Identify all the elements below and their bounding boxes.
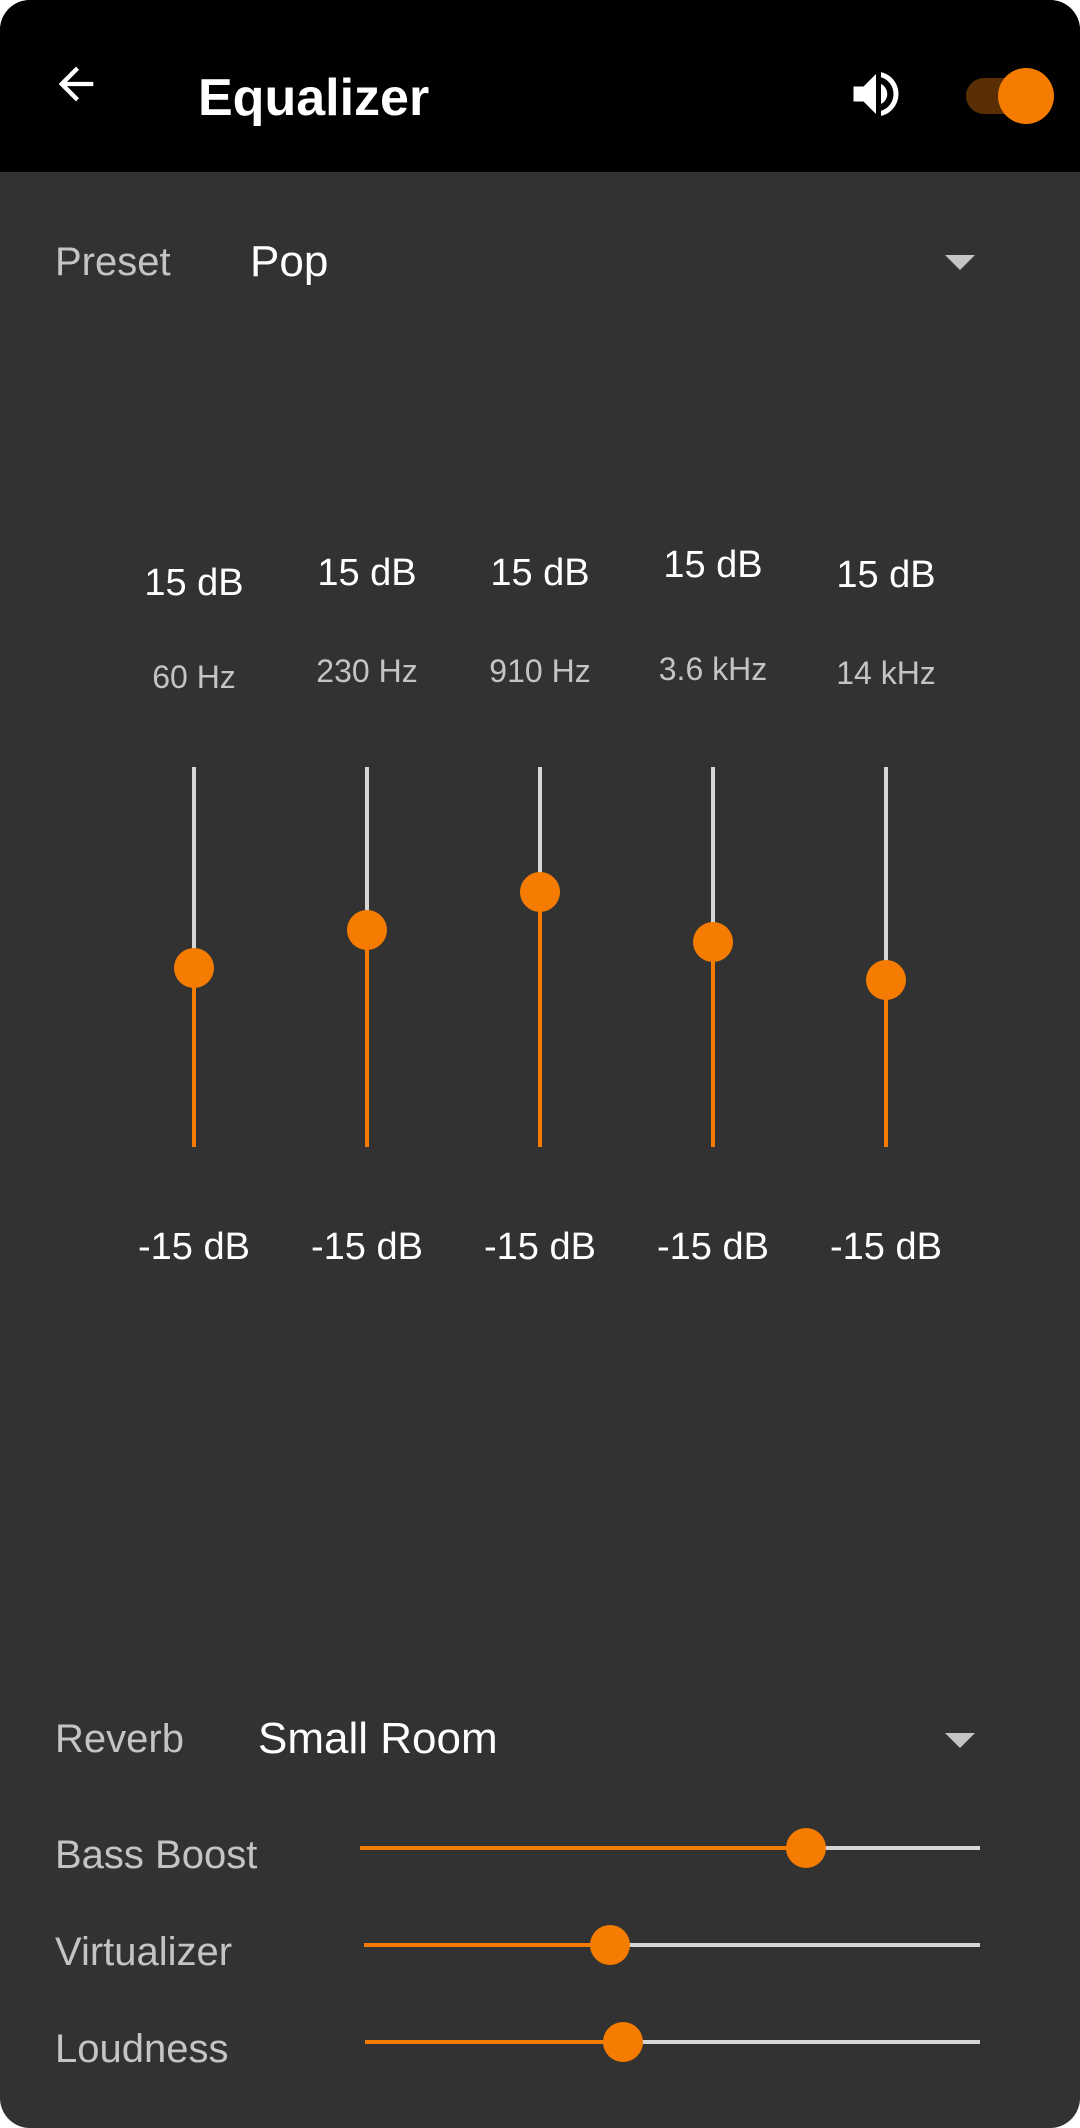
- app-bar: Equalizer: [0, 0, 1080, 172]
- reverb-label: Reverb: [55, 1717, 184, 1761]
- volume-button[interactable]: [840, 60, 912, 132]
- chevron-down-icon: [945, 255, 975, 270]
- page-title: Equalizer: [198, 69, 430, 127]
- band-min-label: -15 dB: [830, 1226, 942, 1268]
- band-60hz: 15 dB 60 Hz -15 dB: [114, 535, 274, 1295]
- slider-thumb[interactable]: [590, 1925, 631, 1965]
- loudness-slider[interactable]: [365, 2020, 980, 2064]
- slider-fill: [365, 2040, 624, 2044]
- band-min-label: -15 dB: [657, 1226, 769, 1268]
- band-slider[interactable]: [345, 767, 389, 1147]
- virtualizer-slider[interactable]: [364, 1923, 980, 1967]
- slider-fill: [360, 1846, 807, 1850]
- band-frequency-label: 3.6 kHz: [658, 651, 768, 687]
- band-slider[interactable]: [864, 767, 908, 1147]
- slider-thumb[interactable]: [347, 910, 387, 951]
- preset-value: Pop: [250, 237, 329, 286]
- slider-track: [365, 2040, 980, 2044]
- band-14khz: 15 dB 14 kHz -15 dB: [806, 535, 966, 1295]
- slider-thumb[interactable]: [603, 2022, 644, 2062]
- band-max-label: 15 dB: [144, 562, 244, 604]
- slider-fill: [538, 892, 542, 1147]
- band-slider[interactable]: [518, 767, 562, 1147]
- bass-boost-label: Bass Boost: [55, 1833, 258, 1877]
- virtualizer-label: Virtualizer: [55, 1930, 233, 1974]
- slider-thumb[interactable]: [520, 872, 560, 913]
- slider-thumb[interactable]: [866, 959, 906, 1000]
- volume-up-icon: [846, 64, 906, 129]
- slider-fill: [364, 1943, 611, 1947]
- preset-dropdown[interactable]: Pop: [240, 225, 1000, 301]
- band-910hz: 15 dB 910 Hz -15 dB: [460, 535, 620, 1295]
- band-max-label: 15 dB: [663, 544, 763, 586]
- band-max-label: 15 dB: [836, 554, 936, 596]
- band-230hz: 15 dB 230 Hz -15 dB: [287, 535, 447, 1295]
- switch-thumb: [998, 68, 1054, 124]
- band-frequency-label: 910 Hz: [489, 653, 591, 689]
- slider-thumb[interactable]: [693, 921, 733, 962]
- band-frequency-label: 60 Hz: [152, 659, 236, 695]
- band-min-label: -15 dB: [311, 1226, 423, 1268]
- band-slider[interactable]: [691, 767, 735, 1147]
- slider-fill: [884, 979, 888, 1147]
- back-button[interactable]: [40, 50, 112, 122]
- band-min-label: -15 dB: [484, 1226, 596, 1268]
- reverb-value: Small Room: [258, 1714, 498, 1763]
- slider-thumb[interactable]: [174, 948, 214, 989]
- band-max-label: 15 dB: [317, 552, 417, 594]
- band-max-label: 15 dB: [490, 552, 590, 594]
- bass-boost-slider[interactable]: [360, 1826, 980, 1870]
- slider-fill: [365, 930, 369, 1147]
- preset-label: Preset: [55, 240, 171, 284]
- band-frequency-label: 230 Hz: [316, 653, 418, 689]
- band-slider[interactable]: [172, 767, 216, 1147]
- slider-thumb[interactable]: [786, 1828, 827, 1868]
- band-frequency-label: 14 kHz: [836, 655, 936, 691]
- slider-track: [364, 1943, 980, 1947]
- slider-fill: [192, 968, 196, 1147]
- slider-track: [884, 767, 888, 1147]
- loudness-label: Loudness: [55, 2027, 229, 2071]
- chevron-down-icon: [945, 1733, 975, 1748]
- slider-fill: [711, 941, 715, 1147]
- equalizer-enable-switch[interactable]: [962, 68, 1054, 124]
- band-3-6khz: 15 dB 3.6 kHz -15 dB: [633, 535, 793, 1295]
- reverb-dropdown[interactable]: Small Room: [248, 1702, 1000, 1778]
- band-min-label: -15 dB: [138, 1226, 250, 1268]
- arrow-left-icon: [50, 58, 102, 115]
